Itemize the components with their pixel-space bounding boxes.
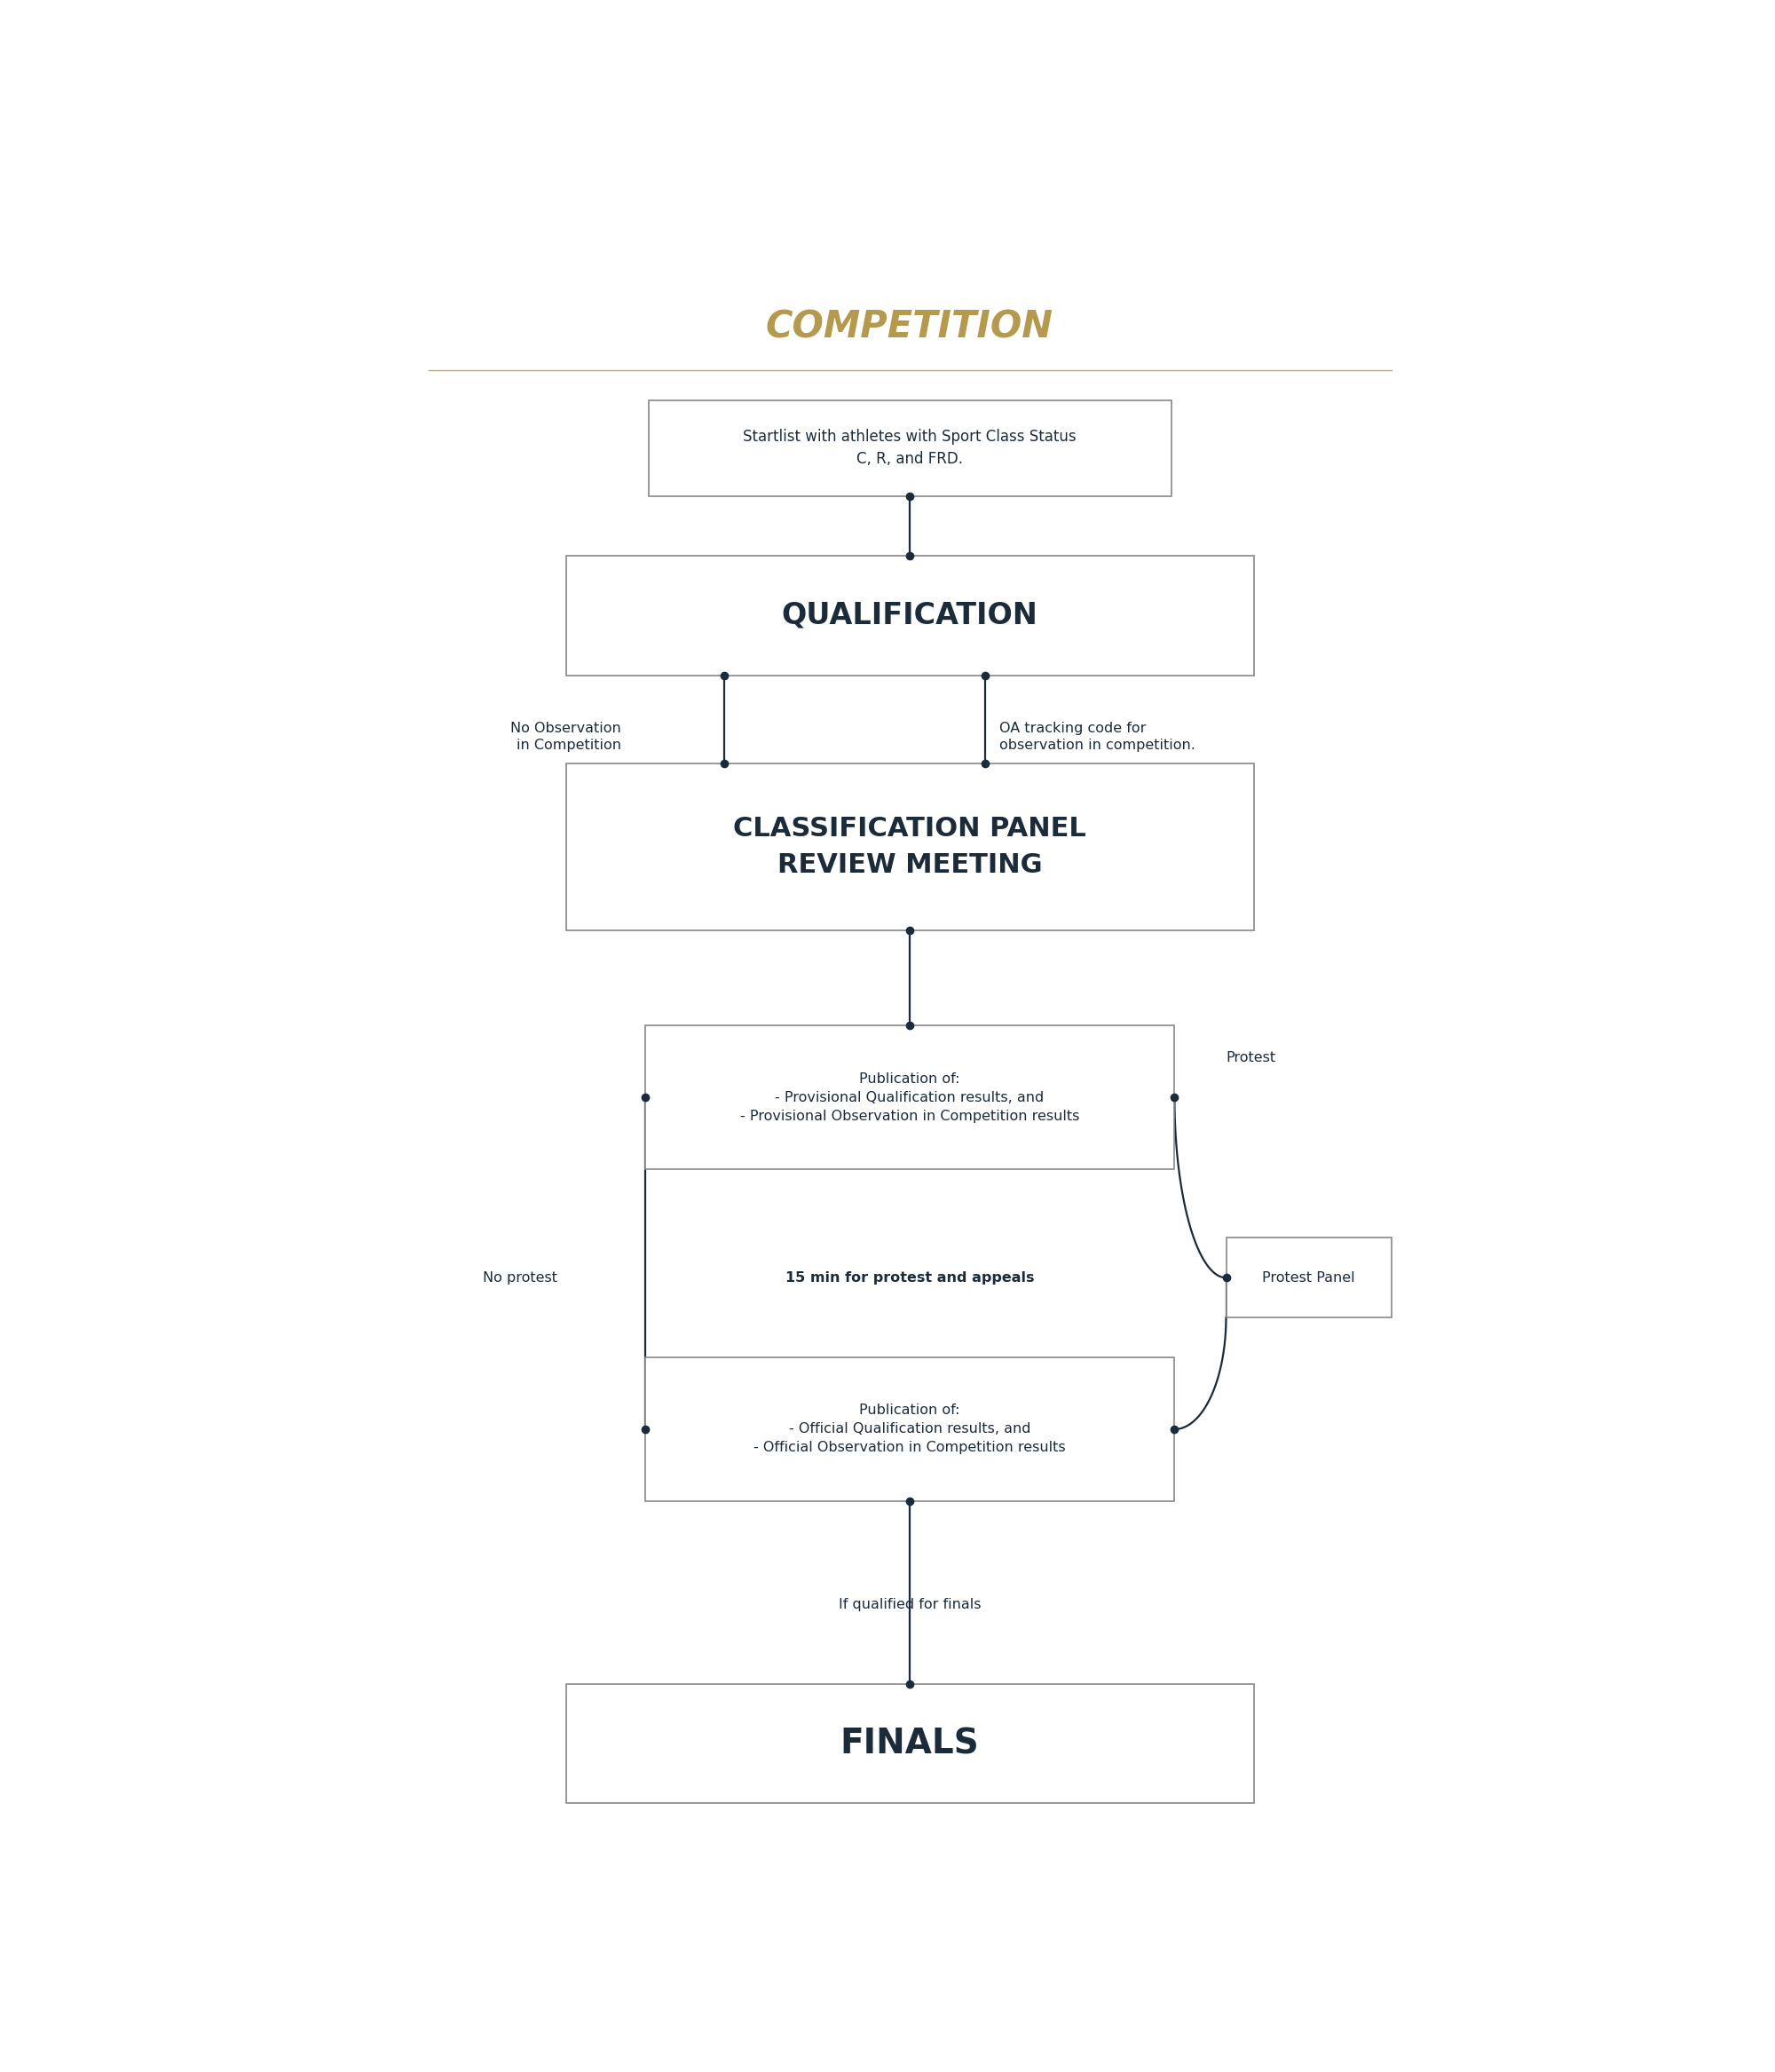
Text: Protest: Protest <box>1227 1051 1276 1065</box>
FancyBboxPatch shape <box>566 1685 1253 1803</box>
Text: CLASSIFICATION PANEL
REVIEW MEETING: CLASSIFICATION PANEL REVIEW MEETING <box>733 816 1086 879</box>
Text: Protest Panel: Protest Panel <box>1262 1270 1354 1285</box>
Text: If qualified for finals: If qualified for finals <box>838 1598 982 1612</box>
Text: COMPETITION: COMPETITION <box>765 309 1054 346</box>
FancyBboxPatch shape <box>1227 1237 1392 1318</box>
Text: Publication of:
- Provisional Qualification results, and
- Provisional Observati: Publication of: - Provisional Qualificat… <box>740 1071 1079 1123</box>
Text: QUALIFICATION: QUALIFICATION <box>781 601 1038 630</box>
FancyBboxPatch shape <box>644 1357 1175 1500</box>
Text: 15 min for protest and appeals: 15 min for protest and appeals <box>785 1270 1035 1285</box>
Text: Startlist with athletes with Sport Class Status
C, R, and FRD.: Startlist with athletes with Sport Class… <box>744 429 1076 466</box>
Text: OA tracking code for
observation in competition.: OA tracking code for observation in comp… <box>999 721 1195 752</box>
FancyBboxPatch shape <box>566 762 1253 930</box>
Text: FINALS: FINALS <box>840 1726 980 1761</box>
FancyBboxPatch shape <box>566 555 1253 675</box>
Text: No Observation
in Competition: No Observation in Competition <box>509 721 621 752</box>
FancyBboxPatch shape <box>648 400 1172 495</box>
FancyBboxPatch shape <box>644 1026 1175 1169</box>
Text: Publication of:
- Official Qualification results, and
- Official Observation in : Publication of: - Official Qualification… <box>754 1405 1065 1455</box>
Text: No protest: No protest <box>483 1270 557 1285</box>
